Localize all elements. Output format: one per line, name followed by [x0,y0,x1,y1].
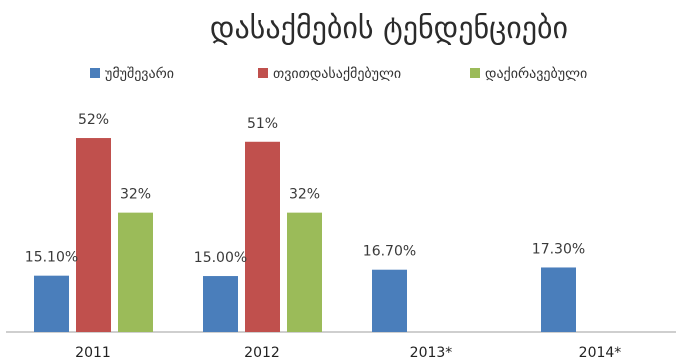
bar-2011-series-2 [76,138,111,332]
data-label-2012-series-3: 32% [289,187,320,203]
legend-label-1: უმუშევარი [105,65,174,82]
bar-2014-series-1 [541,267,576,332]
bar-2011-series-1 [34,275,69,332]
bar-2011-series-3 [118,212,153,332]
legend-swatch-1 [90,68,100,78]
data-label-2011-series-1: 15.10% [25,250,78,266]
bars-layer [34,138,576,332]
data-labels-layer: 15.10% 52% 32% 15.00% 51% 32% 16.70% 17.30% [25,112,585,266]
data-label-2011-series-3: 32% [120,187,151,203]
legend-swatch-2 [258,68,268,78]
data-label-2013-series-1: 16.70% [363,244,416,260]
x-tick-label-2013: 2013* [410,345,453,361]
legend: უმუშევარი თვითდასაქმებული დაქირავებული [90,65,587,82]
data-label-2014-series-1: 17.30% [532,241,585,257]
data-label-2011-series-2: 52% [78,112,109,128]
bar-2012-series-2 [245,141,280,332]
x-tick-label-2014: 2014* [579,345,622,361]
legend-label-2: თვითდასაქმებული [273,66,401,82]
x-tick-labels: 2011 2012 2013* 2014* [75,345,621,361]
bar-2013-series-1 [372,269,407,332]
bar-2012-series-3 [287,212,322,332]
data-label-2012-series-1: 15.00% [194,250,247,266]
legend-label-3: დაქირავებული [485,65,587,82]
data-label-2012-series-2: 51% [247,116,278,132]
legend-swatch-3 [470,68,480,78]
bar-2012-series-1 [203,276,238,332]
x-tick-label-2011: 2011 [75,345,111,361]
chart-title: დასაქმების ტენდენციები [210,11,568,46]
x-tick-label-2012: 2012 [244,345,280,361]
